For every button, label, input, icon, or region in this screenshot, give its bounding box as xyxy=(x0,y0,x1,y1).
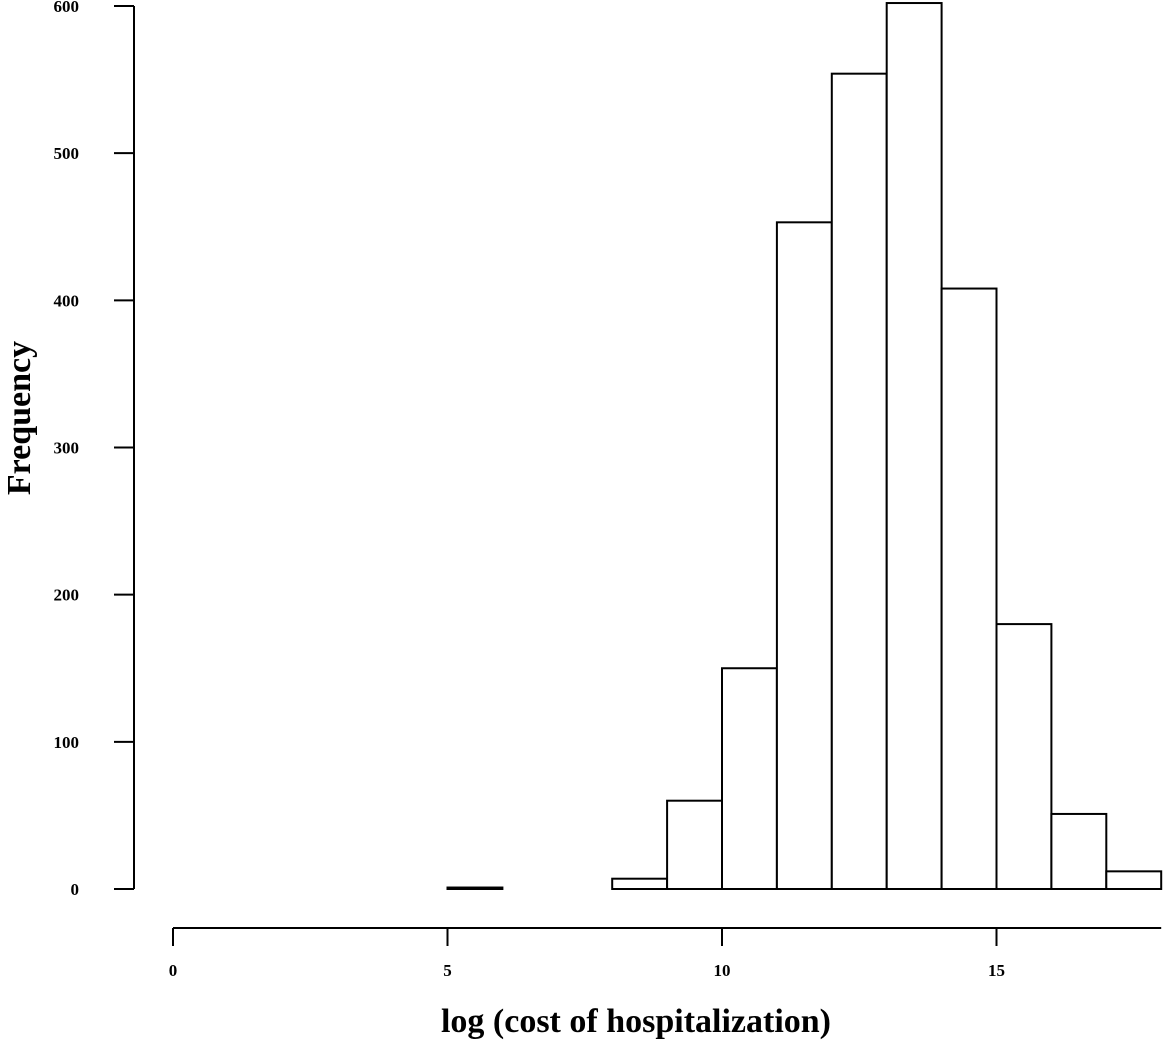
y-tick-label: 500 xyxy=(54,144,80,163)
x-tick-label: 10 xyxy=(714,961,731,980)
y-axis-title: Frequency xyxy=(1,341,38,495)
y-tick-label: 400 xyxy=(54,291,80,310)
histogram-bar xyxy=(1105,870,1163,890)
histogram-bar xyxy=(830,72,888,890)
x-tick-label: 0 xyxy=(169,961,178,980)
y-tick-label: 300 xyxy=(54,438,80,457)
x-axis-title: log (cost of hospitalization) xyxy=(441,1003,831,1040)
histogram-bar xyxy=(446,886,504,891)
x-tick-label: 15 xyxy=(988,961,1005,980)
histogram-bar xyxy=(940,287,998,890)
histogram-bar xyxy=(995,623,1053,890)
histogram-bar xyxy=(885,2,943,890)
y-tick-label: 200 xyxy=(54,586,80,605)
histogram-bar xyxy=(775,221,833,891)
histogram-bar xyxy=(611,877,669,891)
y-tick-label: 600 xyxy=(54,0,80,16)
histogram-bar xyxy=(666,799,723,890)
y-tick-label: 100 xyxy=(54,733,80,752)
x-tick-label: 5 xyxy=(443,961,452,980)
y-tick-label: 0 xyxy=(71,880,80,899)
histogram-bar xyxy=(1050,812,1108,890)
histogram-bar xyxy=(721,667,778,890)
histogram-bars xyxy=(446,2,1163,891)
x-axis: 0 5 10 15 xyxy=(169,927,1162,980)
y-axis: 0 100 200 300 400 500 600 xyxy=(54,0,135,899)
